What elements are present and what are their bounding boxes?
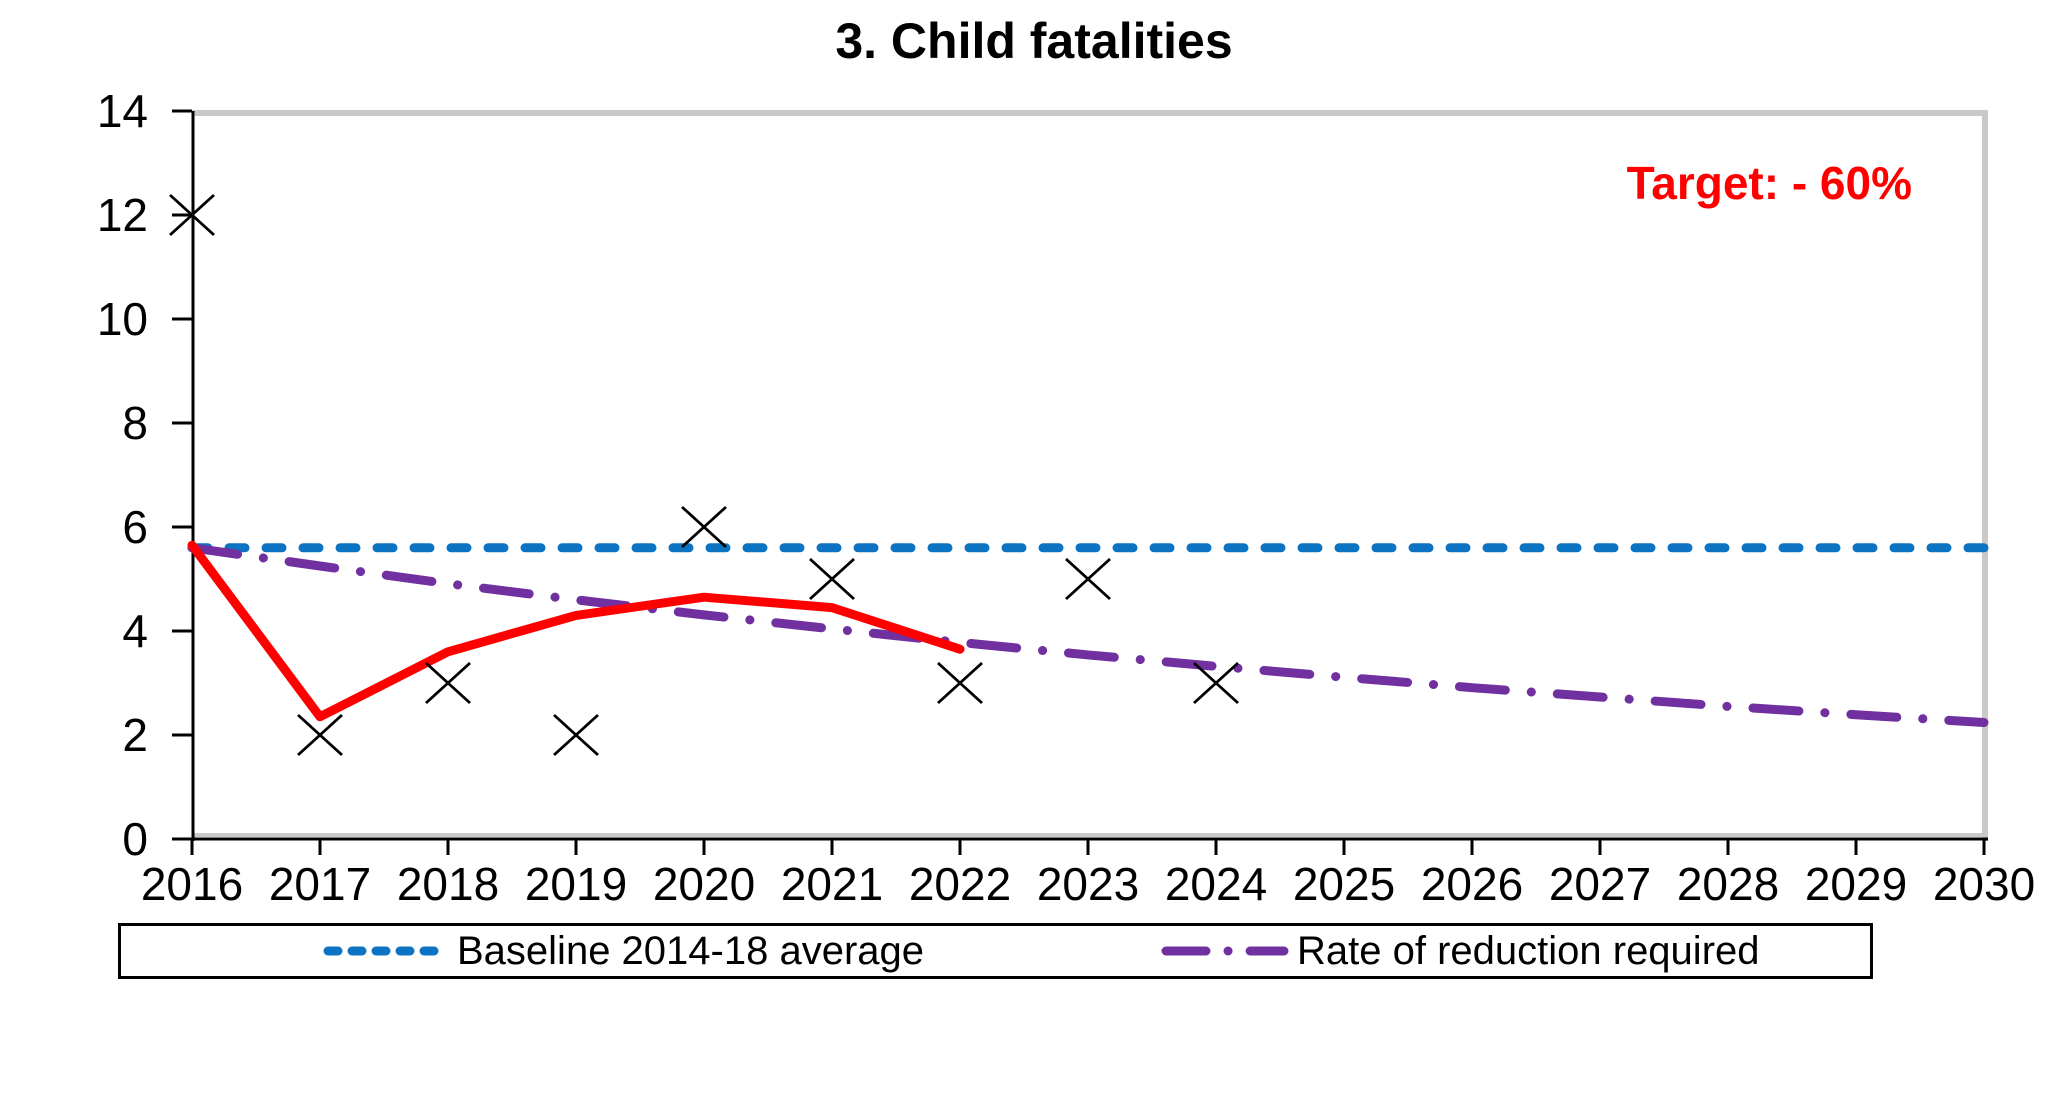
series-trend [187,540,965,722]
x-marker [809,557,855,601]
y-tick-label: 0 [122,813,148,865]
x-marker [425,661,471,705]
y-tick-label: 10 [97,293,148,345]
legend-item-required-reduction: Rate of reduction required [1159,926,1760,976]
chart-title: 3. Child fatalities [835,13,1233,69]
x-tick-label: 2028 [1677,858,1779,910]
plot-frame [190,110,1988,841]
legend-label-baseline: Baseline 2014-18 average [457,928,925,973]
x-tick-label: 2019 [525,858,627,910]
x-tick-label: 2030 [1933,858,2035,910]
baseline-dashed-line-sample-icon [323,946,449,956]
series-required-reduction [187,543,1989,728]
y-tick-label: 12 [97,189,148,241]
x-tick-label: 2018 [397,858,499,910]
x-marker [297,713,343,757]
y-tick-label: 14 [97,85,148,137]
series-annual-fatalities [169,193,1239,757]
y-tick-label: 6 [122,501,148,553]
x-tick-label: 2027 [1549,858,1651,910]
y-tick-label: 8 [122,397,148,449]
axes-ticks-labels: 0 2 4 6 8 10 12 14 2016 2017 2018 2019 2020 2021 2022 2… [97,85,2035,910]
x-tick-label: 2022 [909,858,1011,910]
x-marker [1193,661,1239,705]
chart-legend: Baseline 2014-18 average Rate of reducti… [118,923,1873,979]
reduction-dashdot-line-sample-icon [1161,946,1289,956]
legend-item-baseline: Baseline 2014-18 average [321,926,924,976]
x-marker [681,505,727,549]
x-tick-label: 2025 [1293,858,1395,910]
x-tick-label: 2021 [781,858,883,910]
target-annotation: Target: - 60% [1626,157,1912,209]
x-tick-label: 2029 [1805,858,1907,910]
legend-label-required-reduction: Rate of reduction required [1297,928,1760,973]
x-tick-label: 2020 [653,858,755,910]
x-tick-label: 2023 [1037,858,1139,910]
x-tick-label: 2017 [269,858,371,910]
x-marker [553,713,599,757]
x-tick-label: 2016 [141,858,243,910]
x-tick-label: 2026 [1421,858,1523,910]
y-tick-label: 2 [122,709,148,761]
x-marker [937,661,983,705]
x-tick-label: 2024 [1165,858,1267,910]
x-marker [169,193,215,237]
x-marker [1065,557,1111,601]
y-tick-label: 4 [122,605,148,657]
